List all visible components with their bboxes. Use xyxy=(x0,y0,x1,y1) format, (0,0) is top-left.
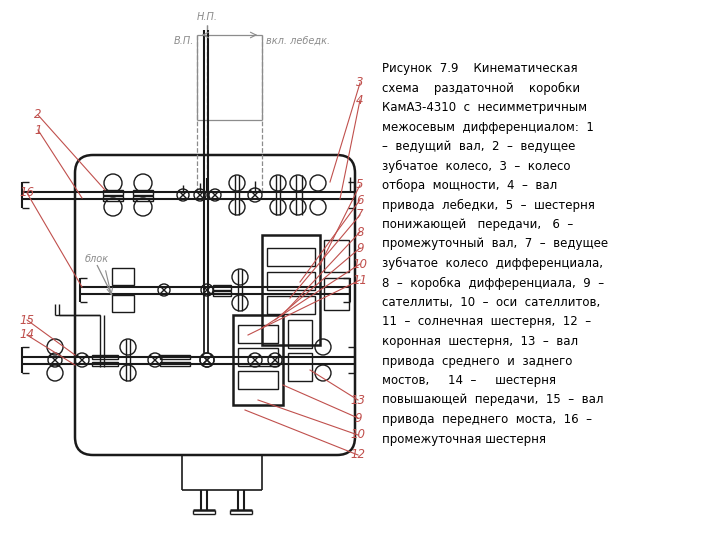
Text: 16: 16 xyxy=(19,186,35,199)
Text: зубчатое  колесо  дифференциала,: зубчатое колесо дифференциала, xyxy=(382,257,603,270)
Text: 8  –  коробка  дифференциала,  9  –: 8 – коробка дифференциала, 9 – xyxy=(382,276,604,289)
Text: 6: 6 xyxy=(356,193,364,206)
Text: 2: 2 xyxy=(35,109,42,122)
Text: понижающей   передачи,   6  –: понижающей передачи, 6 – xyxy=(382,218,573,231)
Bar xyxy=(92,354,118,359)
Text: схема    раздаточной    коробки: схема раздаточной коробки xyxy=(382,82,580,94)
Text: 1: 1 xyxy=(35,124,42,137)
Text: коронная  шестерня,  13  –  вал: коронная шестерня, 13 – вал xyxy=(382,335,578,348)
Text: 7: 7 xyxy=(356,208,364,221)
Bar xyxy=(133,190,153,194)
Bar xyxy=(238,371,278,389)
Text: 12: 12 xyxy=(351,449,366,462)
Text: 10: 10 xyxy=(353,258,367,271)
Text: мостов,     14  –     шестерня: мостов, 14 – шестерня xyxy=(382,374,556,387)
Bar xyxy=(288,320,312,348)
Bar xyxy=(112,268,134,285)
Text: –  ведущий  вал,  2  –  ведущее: – ведущий вал, 2 – ведущее xyxy=(382,140,575,153)
Bar xyxy=(324,278,349,310)
Text: 9: 9 xyxy=(356,241,364,254)
Bar xyxy=(160,361,190,366)
Bar xyxy=(238,325,278,343)
Text: 11: 11 xyxy=(353,273,367,287)
Bar xyxy=(92,361,118,366)
Text: 11  –  солнечная  шестерня,  12  –: 11 – солнечная шестерня, 12 – xyxy=(382,315,591,328)
Text: 8: 8 xyxy=(356,226,364,239)
Bar xyxy=(267,248,315,266)
Text: 15: 15 xyxy=(19,314,35,327)
Bar xyxy=(233,315,283,405)
Text: 13: 13 xyxy=(351,394,366,407)
Bar xyxy=(288,353,312,381)
Text: межосевым  дифференциалом:  1: межосевым дифференциалом: 1 xyxy=(382,120,594,133)
Bar xyxy=(324,240,349,272)
Bar xyxy=(267,296,315,314)
Text: КамАЗ-4310  с  несимметричным: КамАЗ-4310 с несимметричным xyxy=(382,101,587,114)
Text: 3: 3 xyxy=(356,77,364,90)
Bar xyxy=(262,235,320,345)
Text: блок: блок xyxy=(85,254,109,264)
Text: зубчатое  колесо,  3  –  колесо: зубчатое колесо, 3 – колесо xyxy=(382,159,570,173)
Bar xyxy=(238,348,278,366)
Bar xyxy=(133,195,153,200)
Text: 10: 10 xyxy=(351,429,366,442)
Bar xyxy=(103,195,123,200)
Text: промежуточная шестерня: промежуточная шестерня xyxy=(382,433,546,446)
Text: привода  среднего  и  заднего: привода среднего и заднего xyxy=(382,354,572,368)
Bar xyxy=(213,291,231,295)
Bar xyxy=(112,295,134,312)
Text: вкл. лебедк.: вкл. лебедк. xyxy=(266,36,330,46)
Bar xyxy=(213,285,231,289)
Bar xyxy=(160,354,190,359)
Text: 4: 4 xyxy=(356,93,364,106)
Bar xyxy=(103,190,123,194)
Bar xyxy=(267,272,315,290)
Text: повышающей  передачи,  15  –  вал: повышающей передачи, 15 – вал xyxy=(382,394,603,407)
Text: Рисунок  7.9    Кинематическая: Рисунок 7.9 Кинематическая xyxy=(382,62,577,75)
Text: промежуточный  вал,  7  –  ведущее: промежуточный вал, 7 – ведущее xyxy=(382,238,608,251)
Text: 14: 14 xyxy=(19,328,35,341)
Text: отбора  мощности,  4  –  вал: отбора мощности, 4 – вал xyxy=(382,179,557,192)
Text: 9: 9 xyxy=(354,411,361,424)
Text: привода  лебедки,  5  –  шестерня: привода лебедки, 5 – шестерня xyxy=(382,199,595,212)
Text: сателлиты,  10  –  оси  сателлитов,: сателлиты, 10 – оси сателлитов, xyxy=(382,296,600,309)
Text: 5: 5 xyxy=(356,179,364,192)
Text: привода  переднего  моста,  16  –: привода переднего моста, 16 – xyxy=(382,413,592,426)
Text: Н.П.: Н.П. xyxy=(197,12,217,22)
Text: В.П.: В.П. xyxy=(174,36,194,46)
